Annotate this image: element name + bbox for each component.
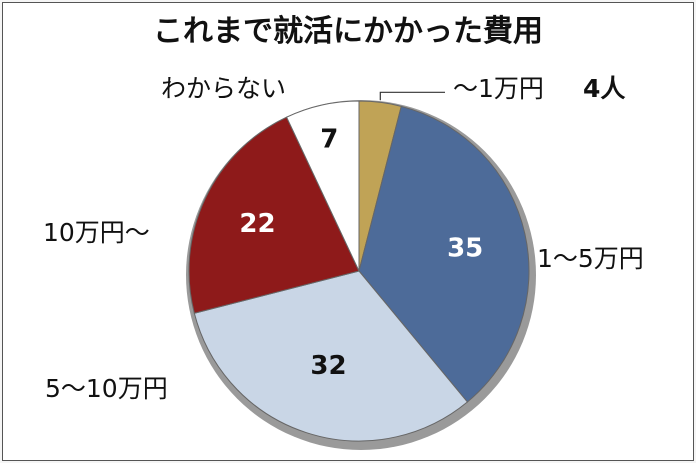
category-label-3: 10万円〜 (43, 218, 150, 247)
category-label-4: わからない (161, 74, 286, 103)
chart-title: これまで就活にかかった費用 (153, 14, 543, 49)
pie-slices (188, 100, 530, 442)
category-label-0: 〜1万円 (453, 74, 544, 103)
value-label-2: 32 (310, 351, 346, 381)
value-label-0: 4人 (583, 74, 625, 103)
pie-chart: これまで就活にかかった費用 〜1万円 4人 35 1〜5万円 32 5〜10万円 22 10万… (43, 14, 644, 450)
value-label-1: 35 (447, 233, 483, 263)
pie-slice-2 (193, 270, 469, 442)
leader-line-0 (379, 91, 445, 101)
category-label-2: 5〜10万円 (45, 374, 168, 403)
pie-slice-4 (285, 100, 360, 272)
value-label-3: 22 (239, 209, 275, 239)
pie-labels: 〜1万円 4人 35 1〜5万円 32 5〜10万円 22 10万円〜 7 わからない (43, 74, 644, 403)
pie-slice-3 (188, 116, 360, 314)
pie-slice-1 (358, 105, 530, 403)
category-label-1: 1〜5万円 (537, 244, 644, 273)
value-label-4: 7 (320, 124, 338, 154)
